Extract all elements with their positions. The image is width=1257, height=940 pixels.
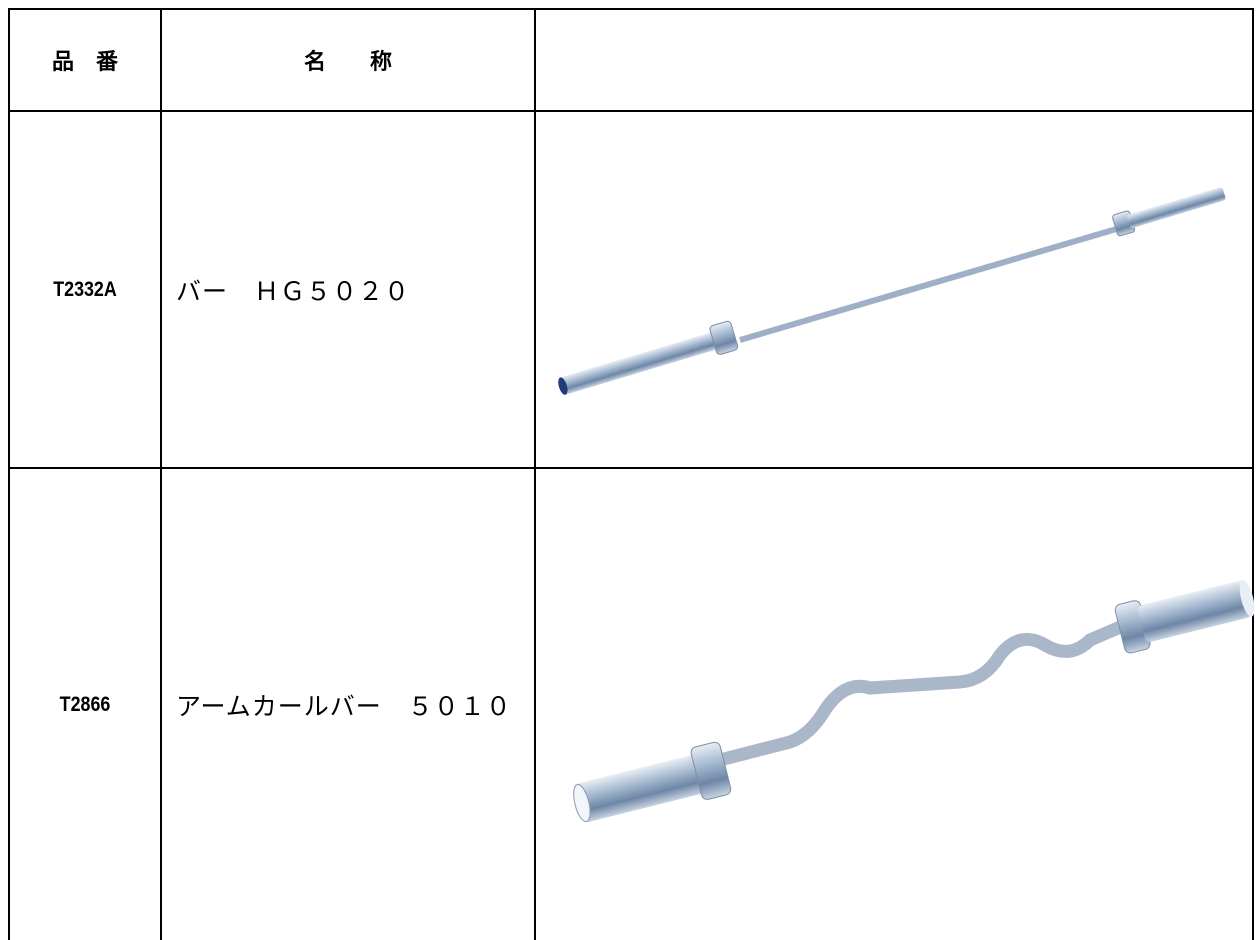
product-code: T2332A bbox=[53, 277, 117, 301]
curl-bar-image bbox=[573, 579, 1255, 823]
border bbox=[8, 467, 1254, 469]
border bbox=[8, 110, 1254, 112]
border bbox=[1252, 8, 1254, 940]
product-code: T2866 bbox=[59, 692, 111, 716]
border bbox=[8, 8, 10, 940]
border bbox=[8, 8, 1254, 10]
barbell-image bbox=[558, 187, 1226, 395]
border bbox=[534, 8, 536, 940]
product-name: バー ＨＧ５０２０ bbox=[176, 276, 411, 306]
product-name: アームカールバー ５０１０ bbox=[176, 691, 512, 721]
header-cell: 名 称 bbox=[303, 50, 392, 75]
header-cell: 品 番 bbox=[51, 50, 118, 75]
border bbox=[160, 8, 162, 940]
